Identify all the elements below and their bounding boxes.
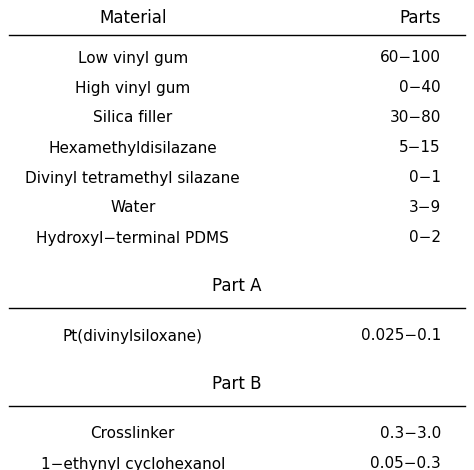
Text: Divinyl tetramethyl silazane: Divinyl tetramethyl silazane [25, 171, 240, 186]
Text: Hydroxyl−terminal PDMS: Hydroxyl−terminal PDMS [36, 230, 229, 245]
Text: 30−80: 30−80 [390, 110, 441, 125]
Text: Material: Material [99, 9, 166, 27]
Text: 0−2: 0−2 [409, 230, 441, 245]
Text: Pt(divinylsiloxane): Pt(divinylsiloxane) [63, 329, 203, 344]
Text: Part B: Part B [212, 375, 262, 393]
Text: 60−100: 60−100 [380, 50, 441, 65]
Text: 3−9: 3−9 [409, 201, 441, 216]
Text: Parts: Parts [399, 9, 441, 27]
Text: 0−1: 0−1 [409, 171, 441, 186]
Text: Hexamethyldisilazane: Hexamethyldisilazane [48, 141, 217, 156]
Text: 1−ethynyl cyclohexanol: 1−ethynyl cyclohexanol [41, 456, 225, 470]
Text: Water: Water [110, 201, 155, 216]
Text: Part A: Part A [212, 277, 262, 295]
Text: 5−15: 5−15 [399, 141, 441, 156]
Text: High vinyl gum: High vinyl gum [75, 80, 191, 95]
Text: 0.3−3.0: 0.3−3.0 [380, 426, 441, 441]
Text: 0.025−0.1: 0.025−0.1 [361, 329, 441, 344]
Text: Silica filler: Silica filler [93, 110, 173, 125]
Text: Crosslinker: Crosslinker [91, 426, 175, 441]
Text: Low vinyl gum: Low vinyl gum [78, 50, 188, 65]
Text: 0−40: 0−40 [399, 80, 441, 95]
Text: 0.05−0.3: 0.05−0.3 [370, 456, 441, 470]
